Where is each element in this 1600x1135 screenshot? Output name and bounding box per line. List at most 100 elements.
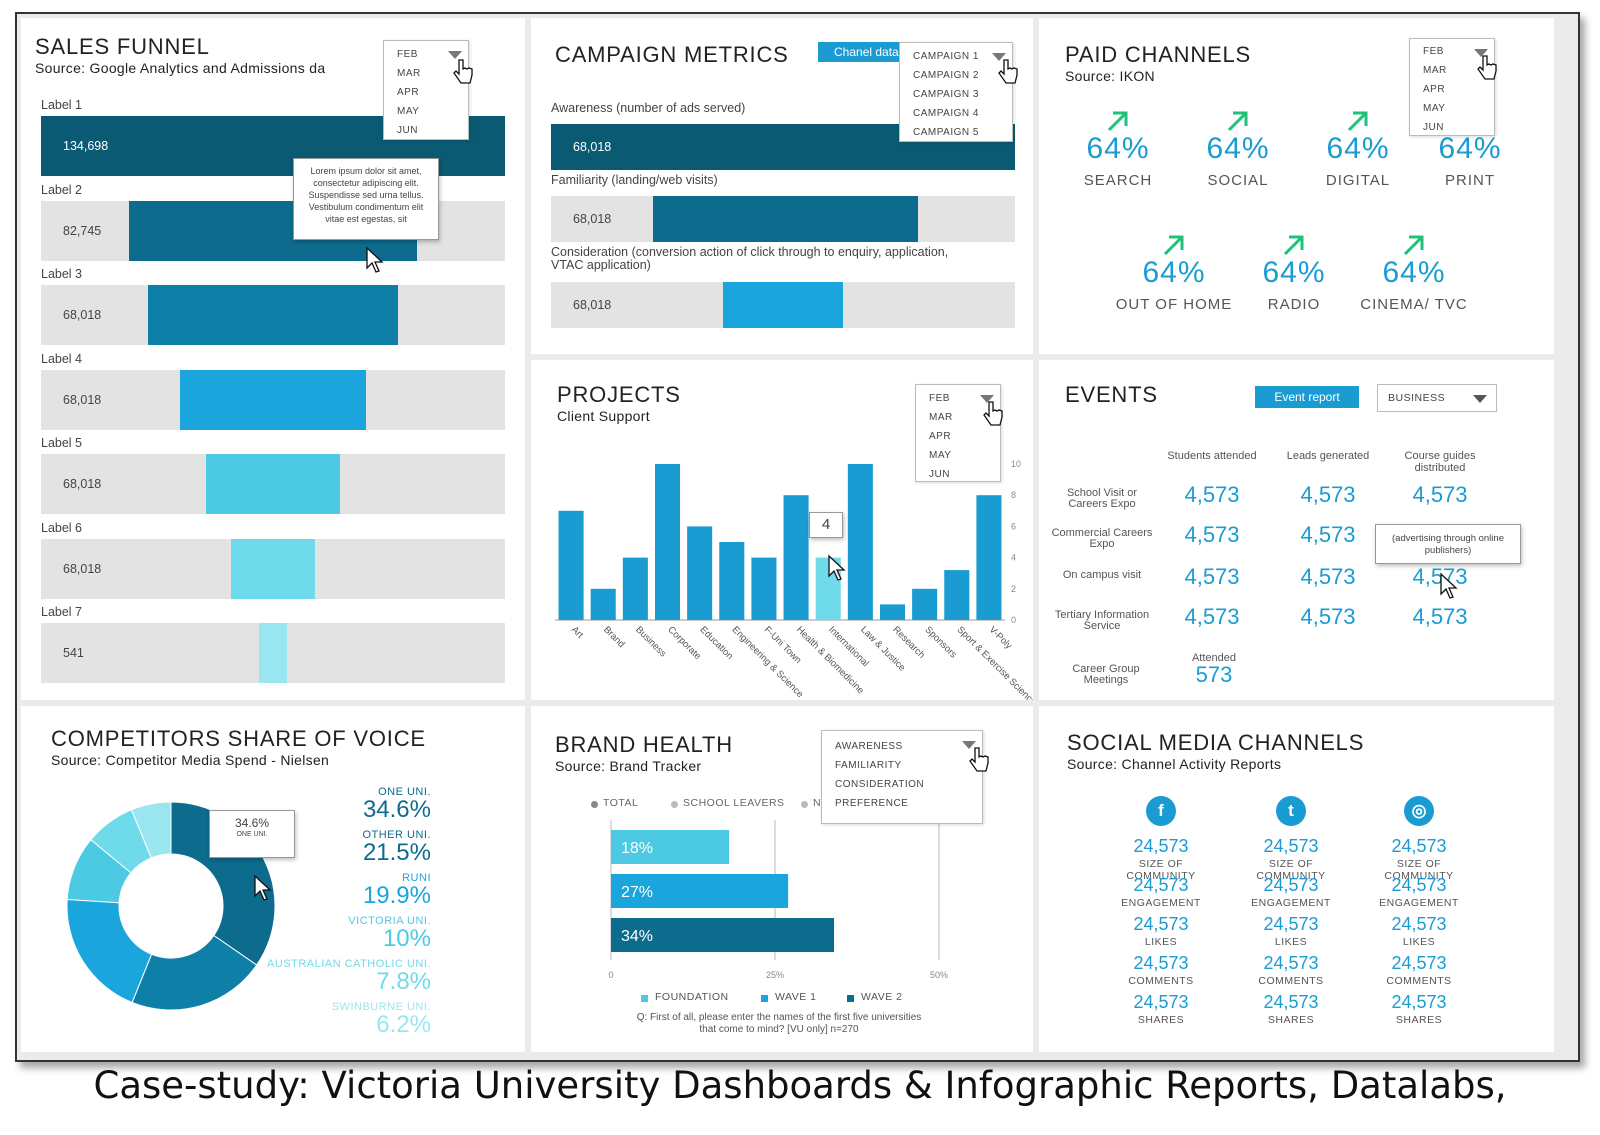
x-tick-label: 25% (766, 970, 784, 980)
metric-value: 24,573 (1133, 836, 1189, 856)
chevron-down-icon[interactable] (448, 51, 462, 59)
legend-value: 10% (382, 925, 431, 952)
trend-up-arrow-icon (1347, 111, 1368, 132)
brand-metric-option[interactable]: FAMILIARITY (835, 760, 902, 771)
metric-value: 24,573 (1391, 992, 1447, 1012)
channel-name: CINEMA/ TVC (1360, 296, 1468, 313)
event-value: 4,573 (1412, 564, 1468, 589)
channel-name: DIGITAL (1325, 172, 1391, 189)
donut-tooltip-name: ONE UNI. (236, 831, 268, 838)
funnel-bar (180, 369, 366, 430)
trend-up-arrow-icon (1163, 235, 1184, 256)
paid-channels-panel: PAID CHANNELS Source: IKON 64% SEARCH 64% S… (1039, 18, 1554, 354)
month-option[interactable]: FEB (1423, 46, 1444, 57)
month-option[interactable]: JUN (1423, 122, 1444, 133)
funnel-value: 541 (63, 646, 84, 660)
paid-title: PAID CHANNELS (1065, 42, 1252, 67)
dashboard-frame: SALES FUNNEL Source: Google Analytics an… (15, 12, 1580, 1062)
funnel-value: 68,018 (63, 477, 102, 491)
month-option[interactable]: MAY (397, 106, 420, 117)
campaign-option[interactable]: CAMPAIGN 5 (913, 127, 979, 138)
filter-label[interactable]: SCHOOL LEAVERS (683, 797, 785, 809)
legend-value: 21.5% (362, 839, 431, 866)
campaign-option[interactable]: CAMPAIGN 4 (913, 108, 979, 119)
channel-percent: 64% (1438, 132, 1502, 165)
month-option[interactable]: JUN (929, 469, 950, 480)
legend-swatch (847, 995, 854, 1002)
filter-dot-icon[interactable] (671, 801, 678, 808)
trend-up-arrow-icon (1283, 235, 1304, 256)
metric-label: LIKES (1144, 936, 1178, 948)
brand-metric-dropdown[interactable]: AWARENESS FAMILIARITY CONSIDERATION PREFERE… (821, 730, 983, 824)
chevron-down-icon[interactable] (1473, 395, 1487, 403)
x-tick-label: 50% (930, 970, 948, 980)
month-option[interactable]: APR (1423, 84, 1446, 95)
month-option[interactable]: JUN (397, 125, 418, 136)
filter-dot-icon[interactable] (591, 801, 598, 808)
filter-label[interactable]: TOTAL (603, 797, 639, 809)
metric-label: SHARES (1267, 1014, 1315, 1026)
channel-data-button[interactable]: Chanel data (818, 42, 908, 62)
brand-metric-option[interactable]: CONSIDERATION (835, 779, 925, 790)
sales-funnel-title: SALES FUNNEL (35, 34, 210, 59)
chevron-down-icon[interactable] (980, 395, 994, 403)
funnel-value: 68,018 (63, 308, 102, 322)
funnel-bar (147, 285, 399, 345)
campaign-track: 68,018 (551, 282, 1015, 328)
month-option[interactable]: MAY (1423, 103, 1446, 114)
funnel-row-label: Label 1 (41, 98, 83, 112)
x-tick-label: Business (633, 624, 668, 659)
month-option[interactable]: MAY (929, 450, 952, 461)
metric-value: 24,573 (1263, 914, 1319, 934)
pointer-cursor-icon (254, 874, 272, 901)
brand-metric-option[interactable]: PREFERENCE (835, 798, 909, 809)
channel-name: PRINT (1445, 172, 1495, 189)
chevron-down-icon[interactable] (1474, 49, 1488, 57)
metric-value: 24,573 (1391, 875, 1447, 895)
projects-month-dropdown[interactable]: FEB MAR APR MAY JUN (915, 384, 1001, 482)
filter-dot-icon[interactable] (801, 801, 808, 808)
hand-cursor-icon (998, 59, 1018, 84)
month-option[interactable]: FEB (929, 393, 950, 404)
funnel-month-dropdown[interactable]: FEB MAR APR MAY JUN (383, 40, 469, 140)
instagram-icon[interactable]: ◎ (1404, 796, 1434, 826)
event-row-label: Commercial Careers Expo (1051, 527, 1153, 550)
chevron-down-icon[interactable] (992, 53, 1006, 61)
campaign-option[interactable]: CAMPAIGN 1 (913, 51, 979, 62)
month-option[interactable]: MAR (1423, 65, 1447, 76)
x-tick-label: V-Poly (987, 624, 1014, 651)
x-tick-label: Sponsors (923, 624, 959, 660)
campaign-option[interactable]: CAMPAIGN 2 (913, 70, 979, 81)
twitter-icon[interactable]: t (1276, 796, 1306, 826)
legend-label: FOUNDATION (655, 991, 729, 1003)
channel-percent: 64% (1382, 256, 1446, 289)
campaign-option[interactable]: CAMPAIGN 3 (913, 89, 979, 100)
metric-label: ENGAGEMENT (1121, 897, 1201, 909)
month-option[interactable]: FEB (397, 49, 418, 60)
campaign-metrics-panel: CAMPAIGN METRICS Chanel data Awareness (… (531, 18, 1033, 354)
month-option[interactable]: MAR (929, 412, 953, 423)
campaign-dropdown[interactable]: CAMPAIGN 1 CAMPAIGN 2 CAMPAIGN 3 CAMPAIGN 4… (899, 42, 1013, 142)
event-value: 4,573 (1300, 564, 1356, 589)
share-of-voice-panel: COMPETITORS SHARE OF VOICE Source: Compe… (21, 706, 525, 1052)
metric-value: 24,573 (1263, 953, 1319, 973)
brand-metric-option[interactable]: AWARENESS (835, 741, 903, 752)
paid-month-dropdown[interactable]: FEB MAR APR MAY JUN (1409, 38, 1495, 136)
project-bar (976, 495, 1002, 620)
y-tick-label: 6 (1011, 521, 1016, 531)
metric-label: COMMENTS (1128, 975, 1194, 987)
facebook-icon[interactable]: f (1146, 796, 1176, 826)
chevron-down-icon[interactable] (962, 741, 976, 749)
campaign-value: 68,018 (573, 298, 612, 312)
event-report-button[interactable]: Event report (1255, 386, 1359, 408)
channel-percent: 64% (1086, 132, 1150, 165)
brand-note: Q: First of all, please enter the names … (636, 1012, 922, 1035)
month-option[interactable]: MAR (397, 68, 421, 79)
brand-health-panel: BRAND HEALTH Source: Brand Tracker TOTAL… (531, 706, 1033, 1052)
project-bar (558, 510, 584, 620)
month-option[interactable]: APR (929, 431, 952, 442)
funnel-bar (205, 454, 341, 514)
month-option[interactable]: APR (397, 87, 420, 98)
project-bar (847, 464, 873, 620)
business-select[interactable]: BUSINESS (1377, 384, 1497, 412)
